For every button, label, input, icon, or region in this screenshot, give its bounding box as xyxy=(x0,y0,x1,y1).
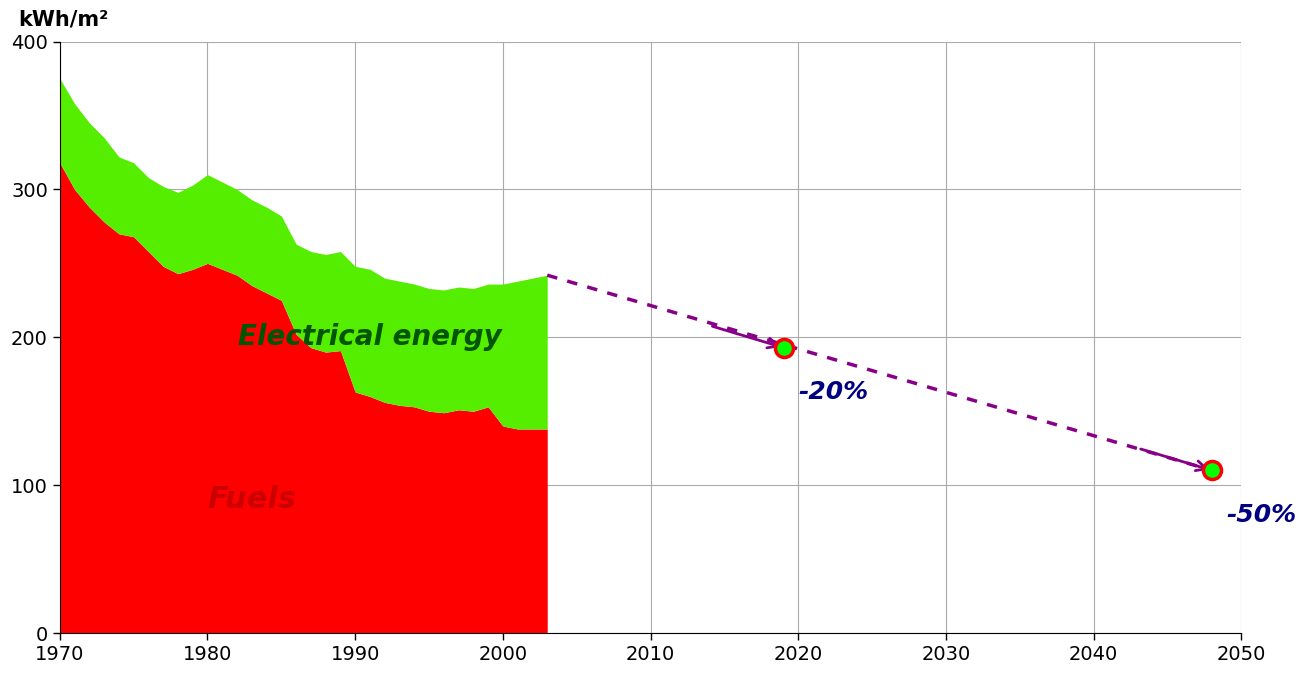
Text: Electrical energy: Electrical energy xyxy=(238,323,502,351)
Text: -50%: -50% xyxy=(1226,503,1297,527)
Text: -20%: -20% xyxy=(798,380,869,404)
Text: Fuels: Fuels xyxy=(207,485,296,514)
Text: kWh/m²: kWh/m² xyxy=(18,9,109,30)
